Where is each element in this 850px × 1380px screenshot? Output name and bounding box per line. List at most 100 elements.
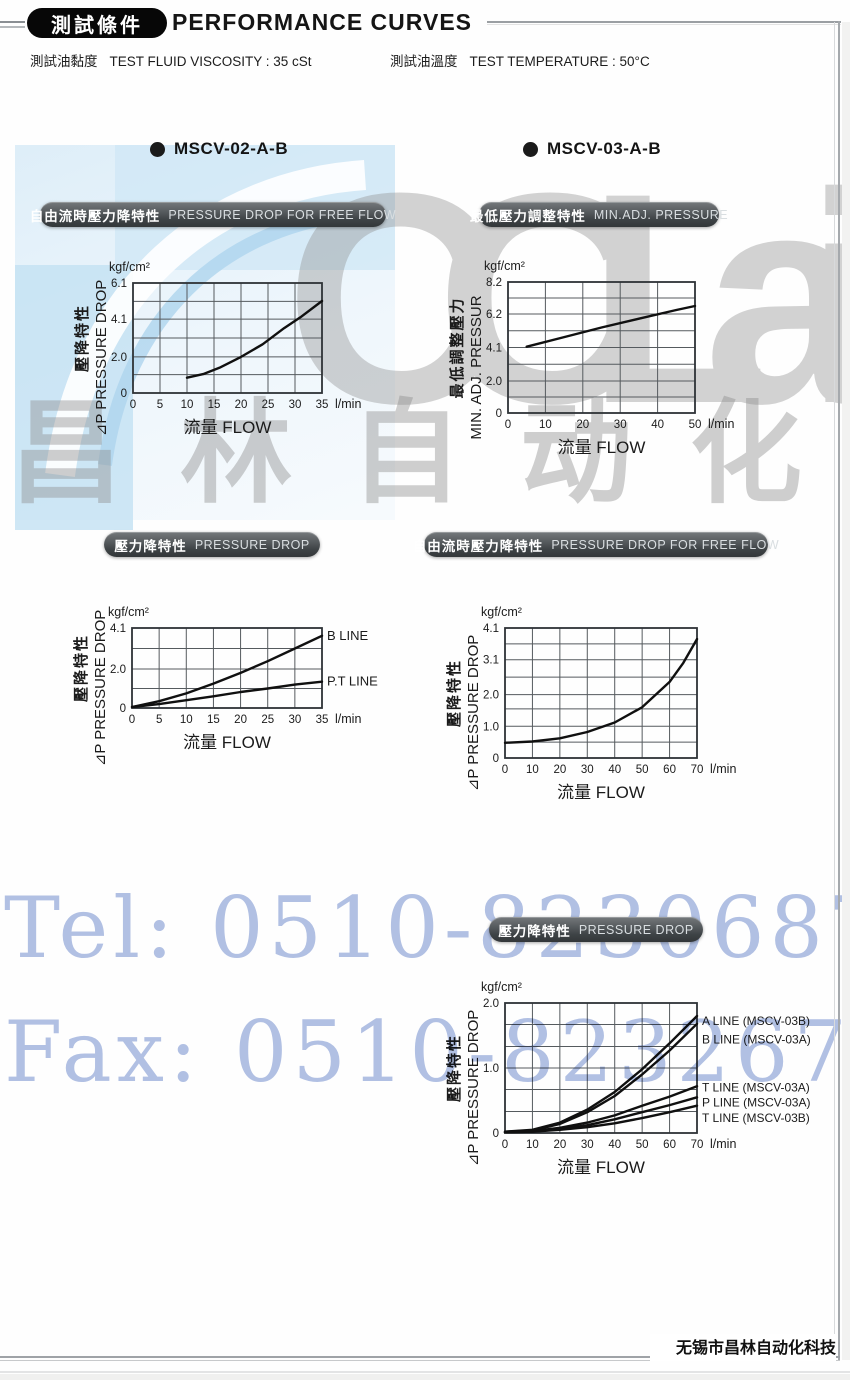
svg-text:0: 0 (130, 399, 136, 411)
test-viscosity-text: 測試油黏度 TEST FLUID VISCOSITY : 35 cSt (30, 50, 312, 70)
section-tag-pill: 測試條件 (27, 8, 167, 38)
svg-text:10: 10 (181, 399, 194, 411)
svg-text:l/min: l/min (335, 712, 361, 726)
svg-text:壓降特性: 壓降特性 (445, 1034, 463, 1102)
svg-text:4.1: 4.1 (111, 314, 127, 326)
chart-svg: 0 10 20 30 40 50 60 70 0 1.0 2.0 A LINE (MSCV-03B) B… (445, 980, 811, 1177)
svg-text:2.0: 2.0 (483, 690, 499, 702)
svg-text:10: 10 (539, 419, 552, 431)
svg-text:30: 30 (581, 764, 594, 776)
banner-title-cn: 壓力降特性 (114, 538, 187, 554)
frame-top-rule (487, 24, 841, 25)
bullet-icon (150, 141, 165, 157)
banner-free-flow-pressure-drop-03: 自由流時壓力降特性 PRESSURE DROP FOR FREE FLOW (413, 532, 779, 557)
svg-text:10: 10 (526, 764, 539, 776)
svg-text:2.0: 2.0 (486, 376, 502, 388)
frame-right-rule (834, 22, 835, 1360)
viscosity-label-cn: 測試油黏度 (30, 54, 98, 69)
chinese-brand-watermark: 昌林自动化 (10, 391, 850, 516)
banner-title-en: PRESSURE DROP FOR FREE FLOW (551, 537, 780, 552)
svg-text:20: 20 (235, 399, 248, 411)
chart-svg: 0 5 10 15 20 25 30 35 0 2.0 4.1 B LINE P.T LINE kgf/c… (72, 605, 378, 766)
frame-right-rule (838, 21, 840, 1361)
chart-pressure-drop-mscv02: 0 5 10 15 20 25 30 35 0 2.0 4.1 B LINE P.T LINE kgf/c… (70, 593, 420, 768)
svg-text:流量 FLOW: 流量 FLOW (183, 733, 271, 752)
footer-company-name: 无锡市昌林自动化科技 (650, 1334, 836, 1361)
svg-text:0: 0 (493, 753, 499, 765)
chart-svg: 0 10 20 30 40 50 0 2.0 4.1 6.2 8.2 kgf/cm² l/min 流量 F… (448, 259, 734, 457)
chart-min-adj-pressure-mscv03: 0 10 20 30 40 50 0 2.0 4.1 6.2 8.2 kgf/cm² l/min 流量 F… (440, 248, 840, 463)
svg-text:T LINE (MSCV-03A): T LINE (MSCV-03A) (702, 1081, 810, 1095)
svg-text:kgf/cm²: kgf/cm² (108, 605, 149, 619)
svg-text:10: 10 (180, 714, 193, 726)
svg-text:P LINE (MSCV-03A): P LINE (MSCV-03A) (702, 1095, 810, 1109)
bullet-icon (523, 141, 538, 157)
chart-svg: 0 5 10 15 20 25 30 35 0 2.0 4.1 6.1 kgf/cm² l/min 流量 F… (73, 260, 361, 437)
frame-top-rule (487, 21, 841, 23)
svg-text:壓降特性: 壓降特性 (72, 634, 90, 702)
svg-text:B LINE (MSCV-03A): B LINE (MSCV-03A) (702, 1032, 811, 1046)
svg-text:3.1: 3.1 (483, 655, 499, 667)
svg-text:2.0: 2.0 (111, 352, 127, 364)
banner-title-en: MIN.ADJ. PRESSURE (593, 207, 729, 222)
svg-text:20: 20 (553, 1139, 566, 1151)
svg-text:l/min: l/min (335, 397, 361, 411)
svg-text:0: 0 (496, 408, 502, 420)
svg-text:30: 30 (614, 419, 627, 431)
svg-text:70: 70 (691, 764, 704, 776)
header-left-rule (0, 21, 25, 23)
svg-text:50: 50 (636, 1139, 649, 1151)
svg-text:0: 0 (120, 703, 126, 715)
svg-text:⊿P PRESSURE DROP: ⊿P PRESSURE DROP (465, 635, 482, 792)
svg-text:6.1: 6.1 (111, 278, 127, 290)
temperature-label-cn: 測試油溫度 (390, 54, 458, 69)
svg-text:20: 20 (553, 764, 566, 776)
page-title: PERFORMANCE CURVES (172, 9, 472, 35)
banner-title-cn: 壓力降特性 (498, 923, 571, 939)
svg-text:0: 0 (502, 1139, 508, 1151)
svg-text:40: 40 (651, 419, 664, 431)
fax-watermark: Fax: 0510-82326771 (4, 1003, 850, 1101)
svg-text:60: 60 (663, 1139, 676, 1151)
svg-text:MIN. ADJ. PRESSUR: MIN. ADJ. PRESSUR (468, 295, 485, 439)
svg-text:4.1: 4.1 (110, 623, 126, 635)
test-temperature-text: 測試油溫度 TEST TEMPERATURE : 50°C (390, 50, 650, 70)
svg-text:15: 15 (207, 714, 220, 726)
svg-text:5: 5 (156, 714, 162, 726)
banner-free-flow-pressure-drop-02: 自由流時壓力降特性 PRESSURE DROP FOR FREE FLOW (30, 202, 396, 227)
svg-text:kgf/cm²: kgf/cm² (481, 605, 522, 619)
viscosity-label-en: TEST FLUID VISCOSITY : 35 cSt (109, 54, 312, 69)
banner-title-en: PRESSURE DROP (578, 922, 694, 937)
banner-min-adj-pressure-03: 最低壓力調整特性 MIN.ADJ. PRESSURE (470, 202, 728, 227)
model-label: MSCV-02-A-B (174, 139, 289, 158)
svg-text:35: 35 (316, 399, 329, 411)
svg-text:⊿P PRESSURE DROP: ⊿P PRESSURE DROP (465, 1010, 482, 1167)
svg-text:50: 50 (636, 764, 649, 776)
svg-text:2.0: 2.0 (110, 664, 126, 676)
svg-text:壓降特性: 壓降特性 (73, 304, 91, 372)
svg-text:15: 15 (208, 399, 221, 411)
svg-text:60: 60 (663, 764, 676, 776)
banner-title-en: PRESSURE DROP (194, 537, 310, 552)
svg-text:流量 FLOW: 流量 FLOW (184, 418, 272, 437)
banner-pressure-drop-02: 壓力降特性 PRESSURE DROP (104, 532, 320, 557)
model-label: MSCV-03-A-B (547, 139, 662, 158)
svg-text:kgf/cm²: kgf/cm² (109, 260, 150, 274)
frame-bottom-rule (0, 1371, 850, 1373)
svg-text:30: 30 (581, 1139, 594, 1151)
svg-text:25: 25 (262, 399, 275, 411)
temperature-label-en: TEST TEMPERATURE : 50°C (469, 54, 650, 69)
model-heading-mscv-03: MSCV-03-A-B (523, 139, 661, 159)
svg-text:0: 0 (121, 388, 127, 400)
svg-text:4.1: 4.1 (483, 623, 499, 635)
svg-text:1.0: 1.0 (483, 721, 499, 733)
svg-text:30: 30 (289, 399, 302, 411)
svg-text:0: 0 (505, 419, 511, 431)
page-margin (842, 22, 850, 1360)
svg-text:6.2: 6.2 (486, 309, 502, 321)
svg-text:30: 30 (288, 714, 301, 726)
svg-text:0: 0 (502, 764, 508, 776)
banner-pressure-drop-03: 壓力降特性 PRESSURE DROP (489, 917, 703, 942)
frame-bottom-rule (0, 1356, 840, 1358)
